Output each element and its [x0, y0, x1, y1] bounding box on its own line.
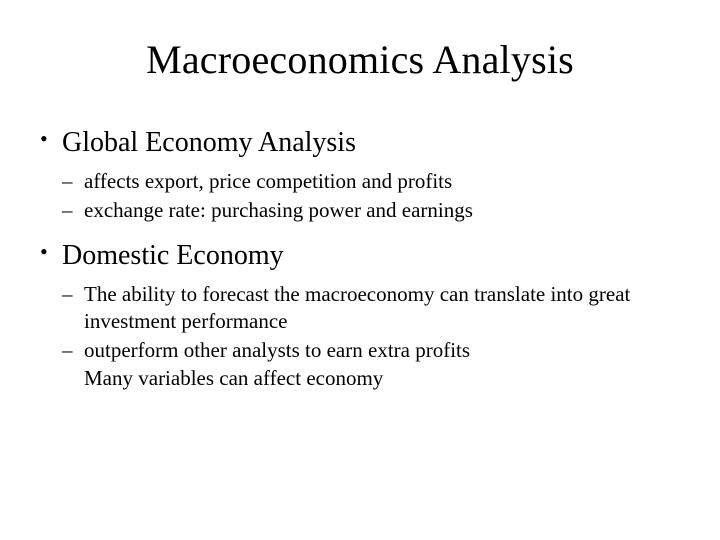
slide: Macroeconomics Analysis Global Economy A… — [0, 0, 720, 540]
sub-bullet-variables: Many variables can affect economy — [34, 365, 686, 392]
bullet-global-economy: Global Economy Analysis — [34, 125, 686, 160]
slide-title: Macroeconomics Analysis — [34, 36, 686, 83]
sub-bullet-exports: affects export, price competition and pr… — [34, 168, 686, 195]
bullet-domestic-economy: Domestic Economy — [34, 238, 686, 273]
sub-bullet-forecast: The ability to forecast the macroeconomy… — [34, 281, 686, 335]
sub-bullet-outperform: outperform other analysts to earn extra … — [34, 337, 686, 364]
sub-bullet-exchange-rate: exchange rate: purchasing power and earn… — [34, 197, 686, 224]
